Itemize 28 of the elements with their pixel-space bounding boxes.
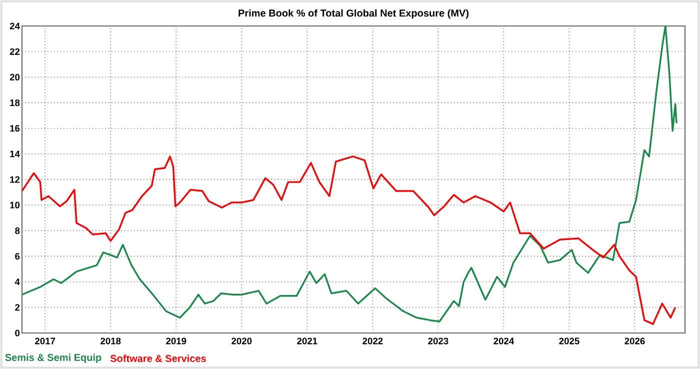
text: Semis & Semi Equip — [5, 354, 102, 363]
x-tick-label: 2017 — [35, 338, 56, 344]
line-series — [22, 26, 678, 322]
x-tick-label: 2025 — [559, 338, 580, 344]
y-tick-label: 24 — [10, 22, 20, 30]
x-tick-label: 2023 — [428, 338, 448, 344]
x-tick-label: 2026 — [624, 338, 645, 344]
x-tick-label: 2019 — [166, 338, 186, 344]
y-tick-label: 0 — [15, 330, 20, 336]
y-tick-label: 2 — [15, 304, 20, 311]
chart-title: Prime Book % of Total Global Net Exposure (MV) — [238, 9, 468, 19]
x-tick-label: 2022 — [362, 338, 383, 344]
line-series — [22, 156, 676, 325]
y-tick-label: 18 — [10, 99, 20, 106]
x-tick-label: 2018 — [100, 338, 121, 344]
text: Software & Services — [110, 354, 206, 362]
y-tick-label: 4 — [14, 278, 20, 286]
x-tick-label: 2021 — [297, 338, 318, 344]
y-tick-label: 20 — [10, 74, 20, 80]
x-tick-label: 2020 — [232, 338, 252, 344]
y-tick-label: 12 — [10, 176, 20, 183]
y-tick-label: 8 — [15, 227, 20, 234]
y-tick-label: 22 — [10, 48, 20, 55]
x-tick-label: 2024 — [494, 338, 514, 344]
y-tick-label: 14 — [10, 150, 20, 158]
y-tick-label: 10 — [10, 202, 20, 208]
y-tick-label: 16 — [10, 125, 20, 132]
y-tick-label: 6 — [15, 252, 20, 260]
